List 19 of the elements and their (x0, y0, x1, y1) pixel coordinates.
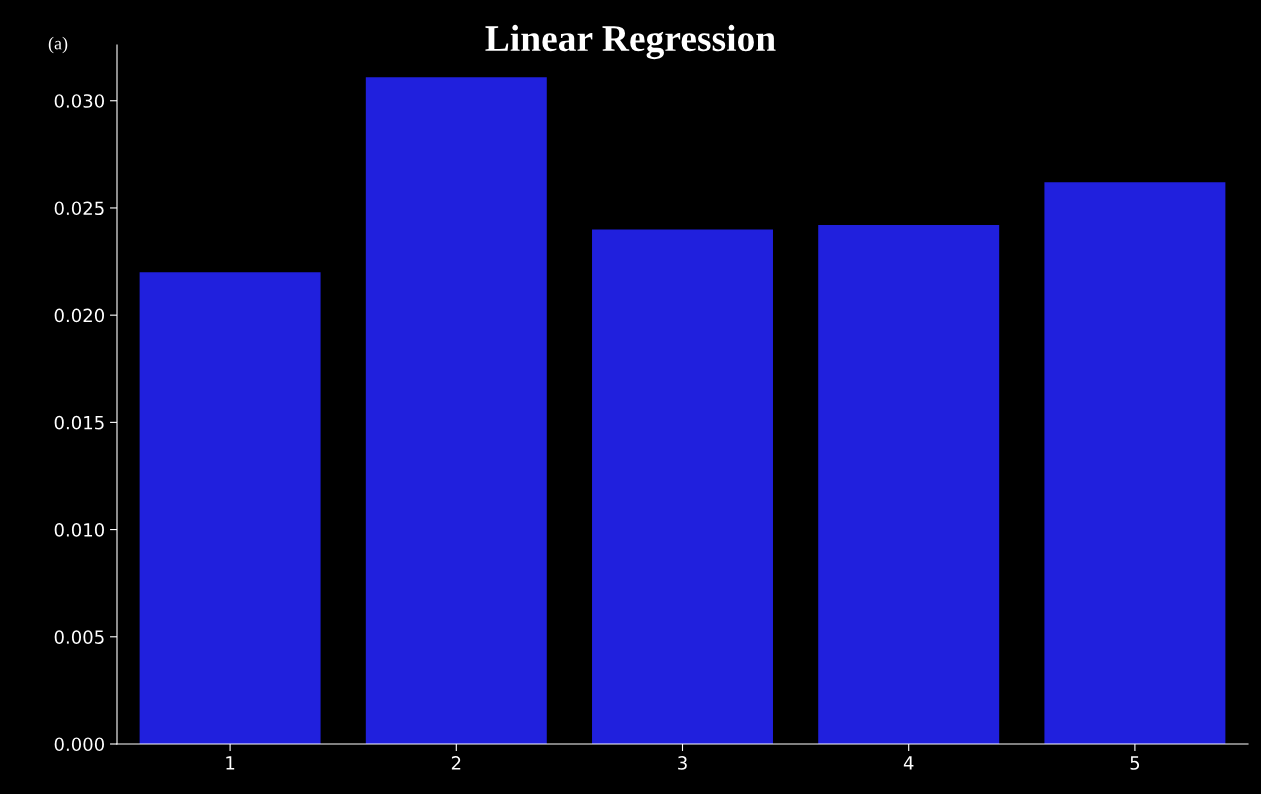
bar (818, 225, 1000, 744)
bar (592, 229, 773, 744)
x-tick-label: 2 (451, 756, 461, 770)
y-tick-label: 0.005 (54, 630, 104, 644)
bar (1044, 182, 1226, 744)
text: (a) (48, 36, 68, 54)
y-tick-label: 0.020 (54, 308, 104, 323)
bar (365, 77, 547, 744)
y-tick-label: 0.000 (54, 737, 104, 752)
y-tick-label: 0.025 (54, 201, 104, 216)
y-tick-label: 0.015 (54, 415, 104, 430)
chart-title: Linear Regression (485, 24, 776, 60)
x-tick-label: 3 (678, 756, 687, 770)
y-tick-label: 0.030 (54, 94, 104, 108)
y-tick-label: 0.010 (54, 523, 104, 537)
bar (139, 272, 321, 744)
x-tick-label: 4 (903, 756, 914, 770)
x-tick-label: 1 (226, 756, 235, 770)
x-tick-label: 5 (1130, 756, 1140, 770)
